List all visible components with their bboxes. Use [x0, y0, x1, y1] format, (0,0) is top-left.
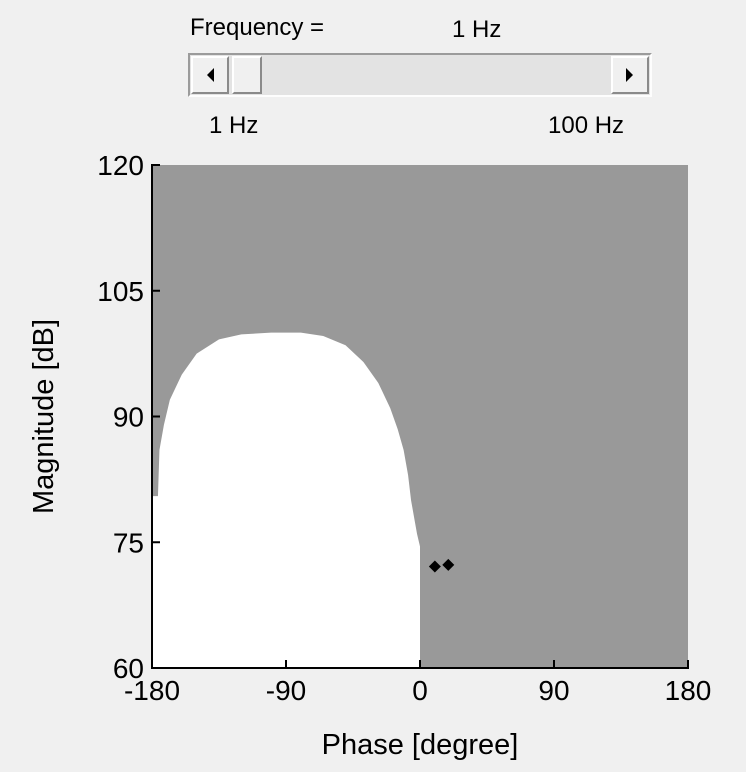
data-markers: [428, 558, 455, 573]
axis-ticks: -180 -90 0 90 180 60 75 90 105 120: [97, 150, 711, 706]
x-tick-label: 180: [665, 675, 712, 706]
frequency-value: 1 Hz: [452, 16, 502, 43]
slider-trough[interactable]: [232, 55, 610, 95]
frequency-slider[interactable]: [188, 53, 652, 97]
frequency-label: Frequency =: [190, 14, 325, 41]
x-tick-label: 90: [538, 675, 569, 706]
x-tick-label: -180: [124, 675, 180, 706]
y-axis-label: Magnitude [dB]: [28, 319, 60, 514]
y-tick-label: 105: [97, 276, 144, 307]
data-point-marker: [442, 558, 455, 571]
slider-min-label: 1 Hz: [209, 112, 259, 139]
slider-increment-button[interactable]: [611, 56, 649, 94]
data-point-marker: [428, 560, 441, 573]
slider-max-label: 100 Hz: [548, 112, 625, 139]
slider-decrement-button[interactable]: [191, 56, 229, 94]
left-arrow-icon: [207, 68, 214, 82]
x-tick-label: 0: [412, 675, 428, 706]
x-tick-label: -90: [266, 675, 306, 706]
y-tick-label: 120: [97, 150, 144, 181]
slider-thumb[interactable]: [232, 56, 262, 94]
feasible-region: [152, 332, 420, 668]
right-arrow-icon: [626, 68, 633, 82]
y-tick-label: 60: [113, 653, 144, 684]
x-axis-label: Phase [degree]: [322, 729, 519, 761]
y-tick-label: 90: [113, 402, 144, 433]
y-tick-label: 75: [113, 527, 144, 558]
